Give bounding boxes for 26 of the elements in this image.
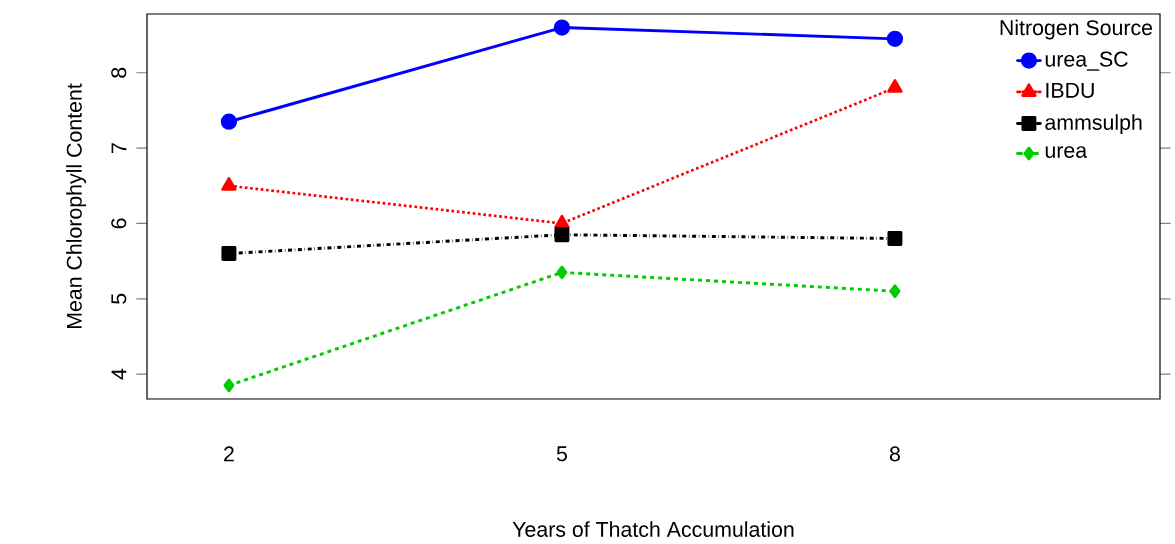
y-tick-label: 7 [111,143,127,153]
y-tick-label: 4 [111,368,127,380]
x-axis-title: Years of Thatch Accumulation [512,521,794,537]
y-tick-label: 5 [111,293,127,304]
point [223,378,235,393]
legend-title: Nitrogen Source [1000,19,1153,40]
point [221,177,237,191]
point [887,231,903,246]
y-axis-title: Mean Chlorophyll Content [66,83,87,329]
point [887,79,903,93]
point [554,227,570,243]
legend-label: urea_SC [1045,51,1128,71]
legend-label: IBDU [1046,82,1094,98]
x-tick-label: 8 [889,446,900,462]
point [553,19,571,36]
point [221,246,237,262]
point [556,265,568,280]
point [886,30,904,47]
x-tick-label: 2 [224,446,234,462]
x-tick-label: 5 [556,446,567,462]
legend-label: urea [1045,146,1088,158]
point [889,284,901,299]
y-tick-label: 8 [111,67,127,78]
point [220,113,238,130]
y-tick-label: 6 [111,218,127,229]
legend-label: ammsulph [1045,114,1142,135]
